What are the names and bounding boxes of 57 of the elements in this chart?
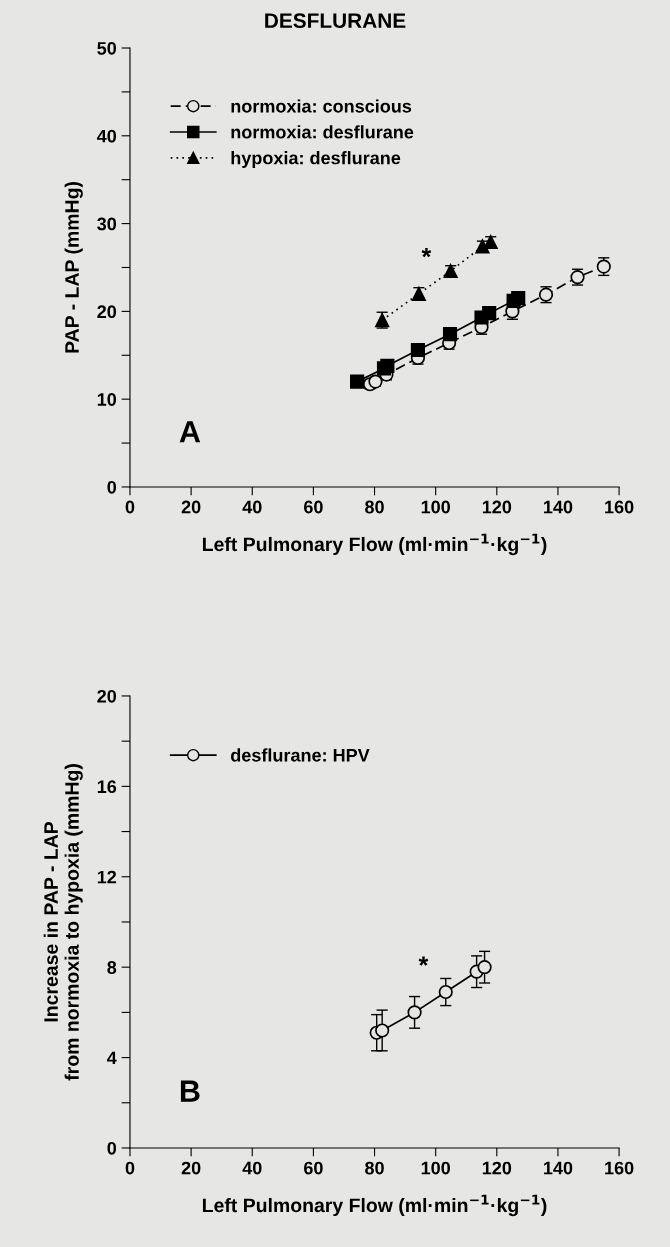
x-tick-label: 20 [181,1161,201,1175]
legend-label: normoxia: desflurane [231,125,414,139]
x-tick-label: 160 [605,500,634,514]
legend-label: desflurane: HPV [231,748,370,762]
point [483,234,498,250]
y-tick-label: 30 [97,217,117,231]
annotation: A [179,421,201,443]
point [443,263,458,279]
x-tick-label: 40 [242,1161,262,1175]
y-tick-label: 20 [97,305,117,319]
annotation: * [421,247,432,258]
y-tick-label: 20 [97,689,117,703]
point [407,1005,422,1020]
x-tick-label: 20 [181,500,201,514]
x-tick-label: 140 [544,500,573,514]
x-tick-label: 160 [605,1161,634,1175]
point [442,327,458,342]
point [410,342,426,358]
y-tick-label: 50 [97,41,117,55]
x-tick-label: 60 [304,1161,323,1175]
legend-label: hypoxia: desflurane [231,151,401,168]
x-tick-label: 80 [365,1161,384,1175]
point [511,291,526,306]
x-tick-label: 120 [482,1161,512,1175]
x-tick-label: 80 [365,500,384,514]
x-tick-label: 120 [482,500,512,514]
x-axis-title: Left Pulmonary Flow (ml·min$^{−1}$·kg$^{−1}$) [202,1194,547,1217]
x-axis-title: Left Pulmonary Flow (ml·min$^{−1}$·kg$^{−1}$) [202,533,547,556]
x-tick-label: 40 [242,500,262,514]
point [438,984,453,1000]
annotation: * [418,956,429,966]
x-tick-label: 0 [125,1161,135,1175]
point [482,306,497,321]
annotation: B [180,1080,200,1102]
y-tick-label: 16 [97,780,117,794]
point [477,960,492,975]
point [475,239,490,254]
point [375,1023,390,1038]
x-tick-label: 140 [544,1161,573,1175]
x-tick-label: 100 [421,500,450,514]
point [350,374,365,389]
x-tick-label: 0 [125,500,135,514]
y-tick-label: 10 [97,393,117,406]
x-tick-label: 100 [421,1161,450,1175]
chart-title: DESFLURANE [265,13,406,29]
y-tick-label: 0 [107,480,117,494]
legend-label: normoxia: conscious [231,99,412,113]
y-tick-label: 8 [107,961,117,974]
y-tick-label: 4 [107,1051,117,1065]
y-tick-label: 40 [96,129,117,143]
y-tick-label: 12 [97,870,117,884]
x-tick-label: 60 [304,500,323,514]
y-axis-title: Increase in PAP - LAP from normoxia to hypoxia (mmHg) [43,764,83,1081]
point [411,286,426,301]
y-tick-label: 0 [107,1141,117,1155]
y-axis-title: PAP - LAP (mmHg) [64,182,83,353]
point [380,358,395,373]
